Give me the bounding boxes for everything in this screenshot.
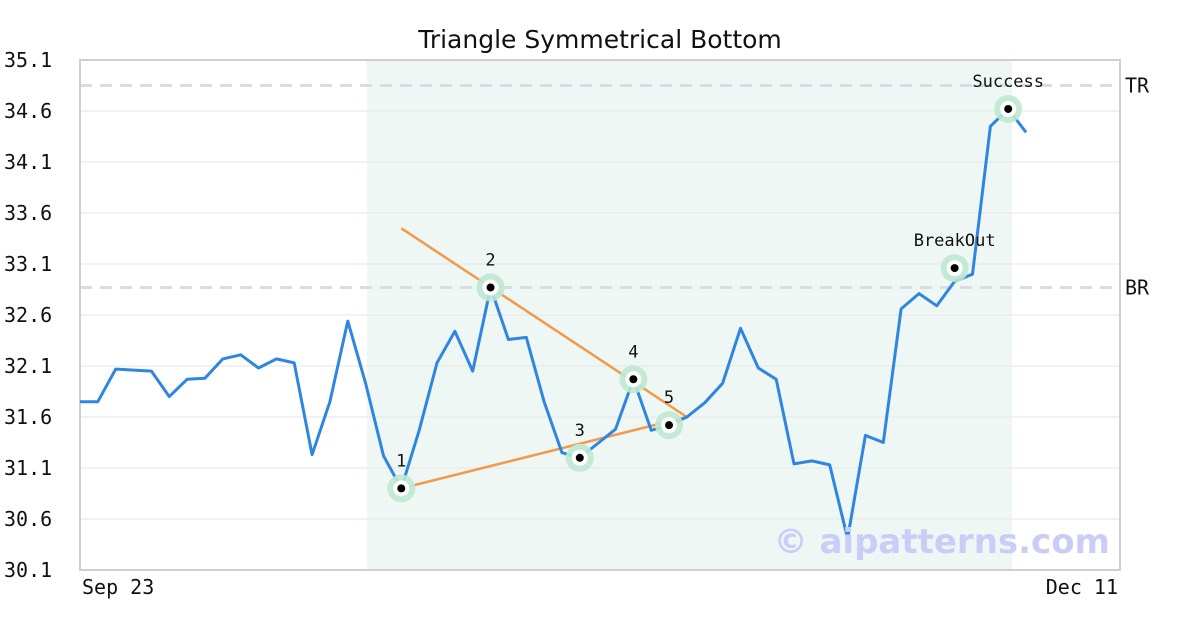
point-marker-dot [486, 283, 495, 292]
y-tick-label: 32.1 [4, 354, 52, 378]
point-label: BreakOut [914, 231, 996, 251]
point-label: 4 [628, 342, 638, 362]
y-tick-label: 30.6 [4, 507, 52, 531]
point-marker-dot [397, 484, 406, 493]
series [80, 107, 1028, 540]
level-label: BR [1125, 275, 1150, 299]
point-marker-dot [665, 421, 674, 430]
y-tick-label: 34.6 [4, 99, 52, 123]
point-label: 5 [664, 388, 674, 408]
level-lines: TR BR [80, 74, 1150, 299]
point-marker-dot [1004, 104, 1013, 113]
chart-title: Triangle Symmetrical Bottom [417, 25, 782, 54]
price-line [80, 107, 1028, 540]
y-tick-label: 33.6 [4, 201, 52, 225]
trendline [400, 415, 688, 490]
point-label: Success [972, 72, 1044, 92]
level-label: TR [1125, 74, 1150, 98]
point-label: 3 [575, 421, 585, 441]
pattern-points: 1 2 3 4 5 BreakOut Success [387, 72, 1044, 503]
y-tick-label: 31.6 [4, 405, 52, 429]
plot-frame [79, 59, 1121, 571]
x-end-label: Dec 11 [1046, 575, 1118, 599]
y-tick-label: 30.1 [4, 558, 52, 582]
y-tick-label: 33.1 [4, 252, 52, 276]
y-tick-label: 34.1 [4, 150, 52, 174]
point-marker-dot [950, 264, 959, 273]
y-tick-label: 31.1 [4, 456, 52, 480]
watermark: © aipatterns.com [774, 522, 1110, 562]
y-tick-label: 35.1 [4, 48, 52, 72]
x-start-label: Sep 23 [82, 575, 154, 599]
point-label: 1 [396, 451, 406, 471]
y-axis-ticks: 35.1 34.6 34.1 33.6 33.1 32.6 32.1 31.6 31.1 30.6… [4, 48, 52, 582]
point-marker-dot [575, 453, 584, 462]
point-marker-dot [629, 375, 638, 384]
point-label: 2 [485, 250, 495, 270]
y-tick-label: 32.6 [4, 303, 52, 327]
